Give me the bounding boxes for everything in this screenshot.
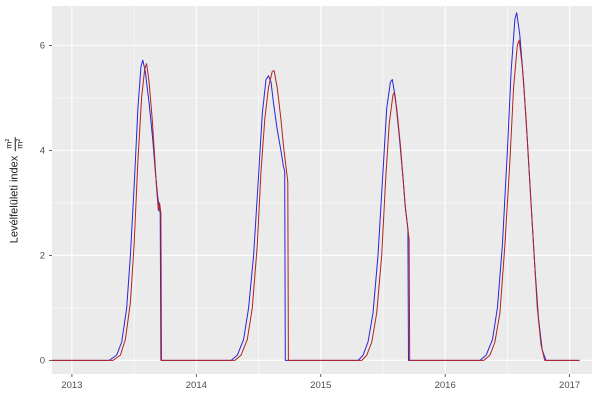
x-tick-label: 2017 <box>559 380 580 391</box>
y-tick-label: 0 <box>40 356 45 367</box>
x-tick-label: 2014 <box>186 380 207 391</box>
y-axis-title-fraction: m² m² <box>4 136 26 151</box>
y-tick-label: 4 <box>40 146 45 157</box>
y-tick-label: 2 <box>40 251 45 262</box>
x-tick-label: 2016 <box>435 380 456 391</box>
x-tick-label: 2015 <box>310 380 331 391</box>
panel-background <box>52 6 592 374</box>
y-axis-title: Levélfelületi index m² m² <box>4 136 26 244</box>
x-tick-label: 2013 <box>61 380 82 391</box>
y-axis-title-text: Levélfelületi index <box>9 155 21 244</box>
series-line-red-series <box>52 39 580 361</box>
y-tick-label: 6 <box>40 41 45 52</box>
fraction-denominator: m² <box>14 138 25 149</box>
